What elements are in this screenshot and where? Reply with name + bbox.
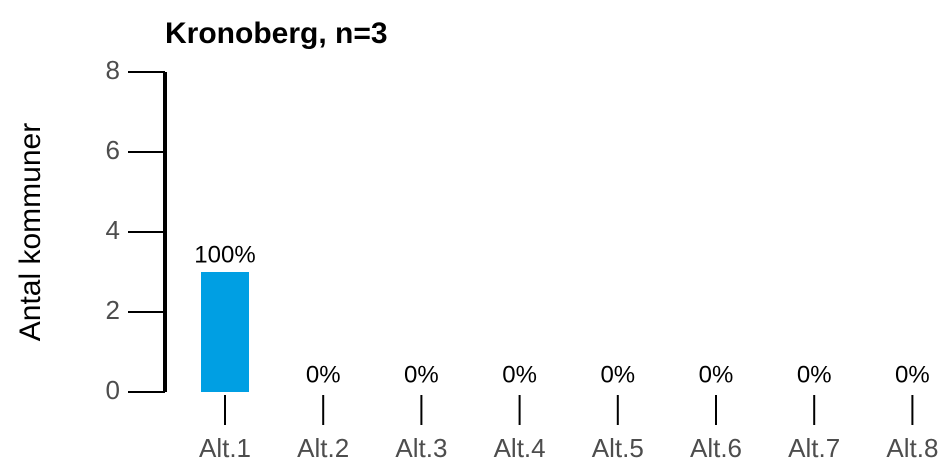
value-label: 0% (502, 361, 537, 388)
chart-title: Kronoberg, n=3 (165, 17, 388, 50)
x-tick-label: Alt.2 (297, 433, 349, 463)
value-label: 0% (895, 361, 930, 388)
y-tick-label: 2 (106, 295, 120, 325)
x-tick-label: Alt.7 (788, 433, 840, 463)
y-tick-label: 4 (106, 215, 120, 245)
value-label: 0% (404, 361, 439, 388)
bar (201, 272, 249, 392)
value-label: 0% (600, 361, 635, 388)
x-tick-label: Alt.8 (886, 433, 938, 463)
x-tick-label: Alt.3 (395, 433, 447, 463)
x-tick-label: Alt.1 (199, 433, 251, 463)
value-label: 0% (699, 361, 734, 388)
x-tick-label: Alt.4 (494, 433, 546, 463)
y-tick-label: 8 (106, 55, 120, 85)
x-tick-label: Alt.6 (690, 433, 742, 463)
y-tick-label: 6 (106, 135, 120, 165)
x-tick-label: Alt.5 (592, 433, 644, 463)
value-label: 0% (306, 361, 341, 388)
y-axis-label: Antal kommuner (14, 123, 47, 341)
value-label: 100% (194, 241, 255, 268)
value-label: 0% (797, 361, 832, 388)
y-tick-label: 0 (106, 375, 120, 405)
